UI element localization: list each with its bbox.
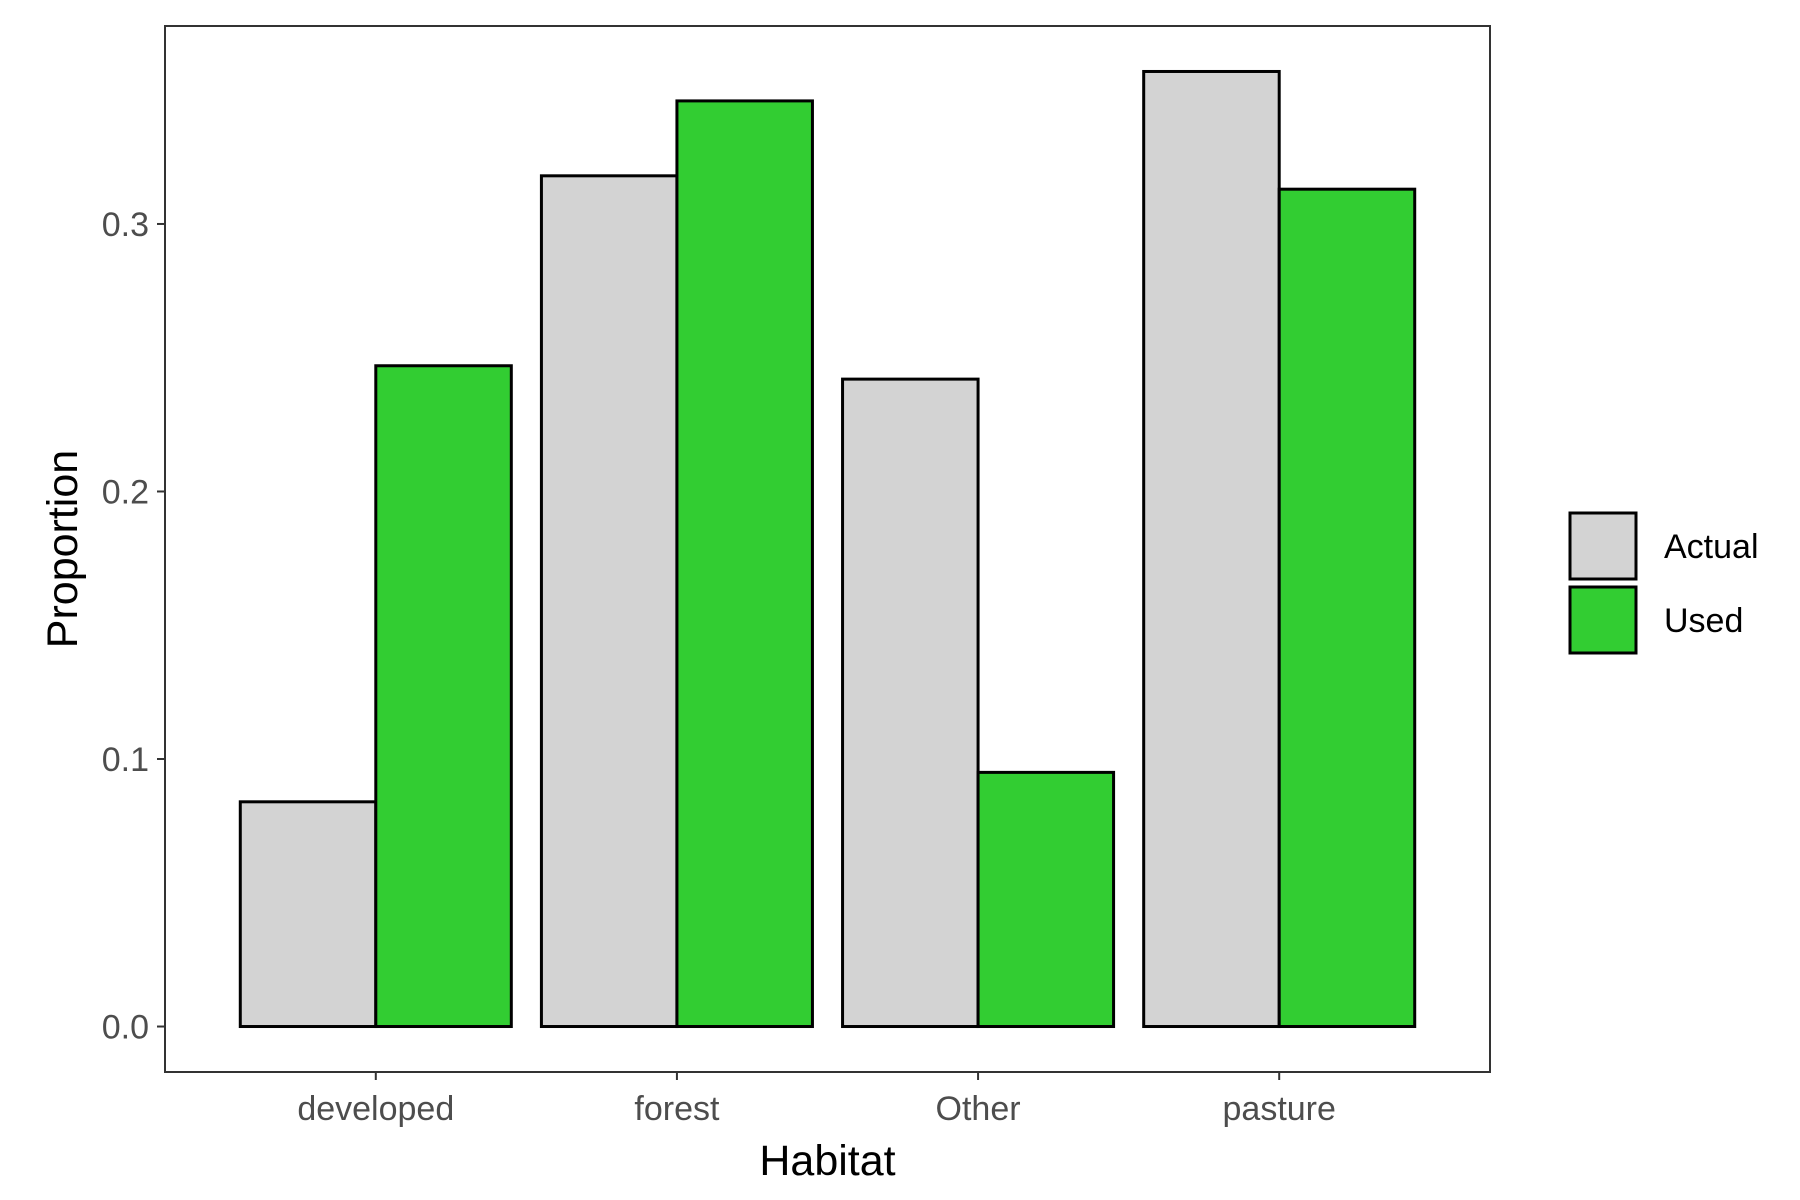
y-tick-label: 0.0 (102, 1009, 149, 1047)
bar-used-other (976, 770, 1116, 1029)
y-tick-label: 0.2 (102, 473, 149, 511)
bars-layer (238, 69, 1417, 1029)
legend-label-actual: Actual (1664, 528, 1759, 566)
bar-actual-other (841, 377, 980, 1029)
y-axis: 0.0 0.1 0.2 0.3 (102, 206, 165, 1047)
x-axis: developed forest Other pasture (297, 1072, 1336, 1128)
plot-panel-border (164, 25, 1491, 1073)
bar-actual-forest (539, 174, 679, 1029)
bar-used-developed (374, 364, 513, 1029)
x-tick-label: Other (936, 1090, 1021, 1128)
bar-actual-developed (238, 800, 378, 1029)
y-tick-label: 0.3 (102, 206, 149, 244)
bar-used-forest (675, 99, 814, 1029)
x-axis-title: Habitat (759, 1137, 895, 1185)
y-axis-title: Proportion (39, 450, 87, 648)
x-tick-label: forest (634, 1090, 720, 1128)
x-tick-label: pasture (1223, 1090, 1336, 1128)
legend: Actual Used (1568, 511, 1759, 655)
legend-key-actual (1568, 511, 1638, 581)
y-tick-label: 0.1 (102, 741, 149, 779)
x-tick-label: developed (297, 1090, 454, 1128)
legend-label-used: Used (1664, 602, 1743, 640)
bar-used-pasture (1277, 187, 1417, 1029)
bar-actual-pasture (1142, 69, 1281, 1029)
legend-key-used (1568, 585, 1638, 655)
